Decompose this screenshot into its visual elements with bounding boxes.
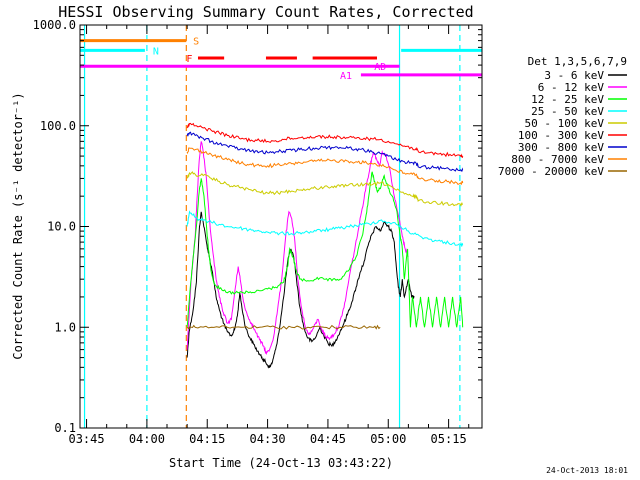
series-line-6: [186, 131, 464, 172]
x-axis-label: Start Time (24-Oct-13 03:43:22): [169, 456, 393, 470]
series-line-4: [186, 171, 463, 207]
x-tick-label: 04:45: [310, 432, 346, 446]
flag-bars: S N F AD A1: [80, 37, 482, 82]
legend-label-8: 7000 - 20000 keV: [498, 165, 604, 178]
x-tick-label: 03:45: [68, 432, 104, 446]
x-tick-label: 04:30: [250, 432, 286, 446]
marker-lines: [83, 25, 461, 428]
series-line-3: [186, 210, 464, 247]
footer-date: 24-Oct-2013 18:01: [546, 466, 628, 475]
flag-ad-label: AD: [374, 62, 386, 73]
y-tick-label: 10.0: [47, 220, 76, 234]
legend-label-4: 50 - 100 keV: [525, 117, 605, 130]
y-tick-label: 100.0: [40, 119, 76, 133]
series-line-7: [186, 147, 464, 186]
x-tick-label: 05:00: [370, 432, 406, 446]
legend-label-5: 100 - 300 keV: [518, 129, 604, 142]
legend-label-1: 6 - 12 keV: [538, 81, 605, 94]
y-tick-label: 1.0: [54, 320, 76, 334]
flag-a1-label: A1: [340, 71, 352, 82]
series-line-1: [186, 141, 409, 356]
series-line-5: [186, 122, 464, 158]
flag-n-label: N: [153, 46, 159, 57]
legend-label-0: 3 - 6 keV: [544, 69, 604, 82]
y-axis: 0.1 1.0 10.0 100.0 1000.0: [33, 18, 482, 435]
series-line-8: [186, 324, 381, 330]
x-axis: 03:45 04:00 04:15 04:30 04:45 05:00 05:15: [68, 25, 470, 446]
y-tick-label: 0.1: [54, 421, 76, 435]
flag-f-label: F: [186, 54, 192, 65]
plot-frame: [79, 24, 483, 429]
flag-s-label: S: [193, 37, 199, 48]
series-line-2: [186, 171, 464, 328]
x-tick-label: 04:00: [129, 432, 165, 446]
series-line-0: [186, 211, 415, 369]
legend-label-6: 300 - 800 keV: [518, 141, 604, 154]
legend-title: Det 1,3,5,6,7,9: [528, 55, 627, 68]
legend-label-7: 800 - 7000 keV: [511, 153, 604, 166]
y-axis-label: Corrected Count Rate (s⁻¹ detector⁻¹): [11, 92, 25, 359]
series-lines: [186, 122, 464, 369]
chart-title: HESSI Observing Summary Count Rates, Cor…: [58, 3, 473, 21]
x-tick-label: 05:15: [431, 432, 467, 446]
legend-label-3: 25 - 50 keV: [531, 105, 604, 118]
x-tick-label: 04:15: [189, 432, 225, 446]
legend-label-2: 12 - 25 keV: [531, 93, 604, 106]
y-tick-label: 1000.0: [33, 18, 76, 32]
